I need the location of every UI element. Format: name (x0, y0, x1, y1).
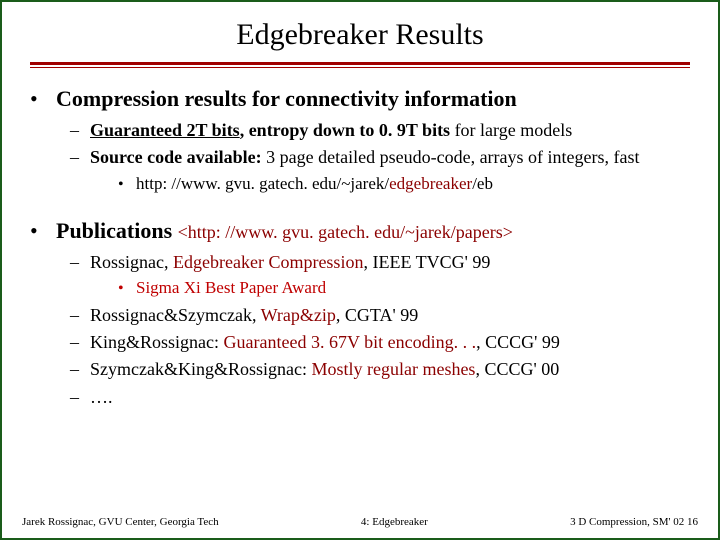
bullet-icon: • (118, 280, 136, 298)
section-compression: • Compression results for connectivity i… (30, 86, 690, 196)
pub-text: …. (90, 385, 113, 409)
pub-king: – King&Rossignac: Guaranteed 3. 67V bit … (70, 330, 690, 354)
dash-icon: – (70, 332, 90, 353)
pub-ellipsis: – …. (70, 385, 690, 409)
content-list: • Compression results for connectivity i… (30, 86, 690, 409)
pub-wrapzip: – Rossignac&Szymczak, Wrap&zip, CGTA' 99 (70, 303, 690, 327)
footer-right: 3 D Compression, SM' 02 16 (570, 516, 698, 528)
bullet-icon: • (118, 176, 136, 194)
section-publications: • Publications <http: //www. gvu. gatech… (30, 218, 690, 409)
pub-text: Szymczak&King&Rossignac: Mostly regular … (90, 357, 559, 381)
pub-text: Rossignac, Edgebreaker Compression, IEEE… (90, 250, 490, 274)
pub-text: King&Rossignac: Guaranteed 3. 67V bit en… (90, 330, 560, 354)
dash-icon: – (70, 147, 90, 168)
item-guaranteed: – Guaranteed 2T bits, entropy down to 0.… (70, 118, 690, 142)
dash-icon: – (70, 252, 90, 273)
section-heading: Publications <http: //www. gvu. gatech. … (56, 218, 513, 244)
section-heading: Compression results for connectivity inf… (56, 86, 517, 112)
pub-szymczak: – Szymczak&King&Rossignac: Mostly regula… (70, 357, 690, 381)
title-rule-thick (30, 62, 690, 65)
slide-title: Edgebreaker Results (30, 18, 690, 52)
award-text: Sigma Xi Best Paper Award (136, 277, 326, 300)
bullet-icon: • (30, 220, 56, 242)
footer: Jarek Rossignac, GVU Center, Georgia Tec… (2, 516, 718, 528)
footer-left: Jarek Rossignac, GVU Center, Georgia Tec… (22, 516, 219, 528)
dash-icon: – (70, 305, 90, 326)
item-url: • http: //www. gvu. gatech. edu/~jarek/e… (118, 173, 690, 196)
footer-center: 4: Edgebreaker (361, 516, 428, 528)
item-text: Guaranteed 2T bits, entropy down to 0. 9… (90, 118, 572, 142)
pub-text: Rossignac&Szymczak, Wrap&zip, CGTA' 99 (90, 303, 418, 327)
pub-award: • Sigma Xi Best Paper Award (118, 277, 690, 300)
bullet-icon: • (30, 88, 56, 110)
pub-edgebreaker: – Rossignac, Edgebreaker Compression, IE… (70, 250, 690, 300)
item-source-code: – Source code available: 3 page detailed… (70, 145, 690, 195)
dash-icon: – (70, 359, 90, 380)
url-text: http: //www. gvu. gatech. edu/~jarek/edg… (136, 173, 493, 196)
item-text: Source code available: 3 page detailed p… (90, 145, 640, 169)
dash-icon: – (70, 120, 90, 141)
title-rule-thin (30, 67, 690, 68)
dash-icon: – (70, 387, 90, 408)
